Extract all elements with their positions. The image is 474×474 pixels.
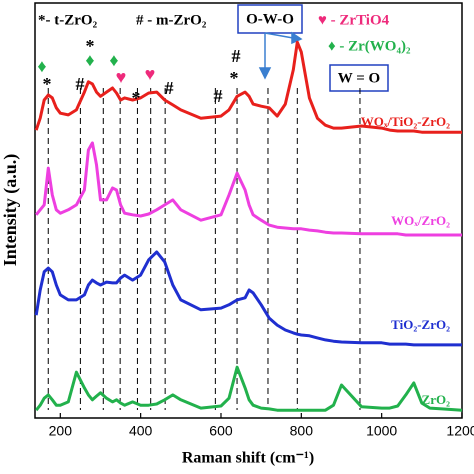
peak-marker: #	[165, 78, 174, 98]
x-tick-label: 1000	[366, 423, 397, 439]
x-axis-title: Raman shift (cm⁻¹)	[182, 450, 314, 467]
series-line	[34, 250, 462, 347]
annotation: *- t-ZrO₂	[38, 12, 98, 28]
series-line	[35, 365, 463, 412]
x-tick-label: 600	[209, 423, 233, 439]
series-line	[35, 141, 462, 237]
series-label: WOₓ/ZrO₂	[391, 213, 450, 228]
x-tick-label: 200	[49, 423, 73, 439]
peak-marker: ♦	[85, 50, 94, 70]
arrows	[258, 31, 303, 80]
annotation: O-W-O	[246, 11, 294, 27]
annotation: # - m-ZrO₂	[136, 12, 207, 28]
peak-marker: *	[132, 88, 141, 108]
peak-marker: ♦	[37, 56, 46, 76]
x-tick-label: 400	[129, 423, 153, 439]
annotation-box	[237, 4, 303, 34]
peak-marker: #	[76, 74, 85, 94]
annotation: ♥ - ZrTiO4	[318, 12, 390, 28]
plot-frame	[34, 2, 463, 419]
series-label: ZrO₂	[422, 392, 451, 407]
annotation: W = O	[338, 70, 380, 86]
peak-marker: #	[214, 86, 223, 106]
peak-marker: ♥	[116, 67, 127, 87]
series-label: TiO₂-ZrO₂	[391, 317, 450, 332]
x-tick-label: 800	[290, 423, 314, 439]
annotation-box	[329, 64, 389, 92]
y-axis-title: Intensity (a.u.)	[0, 154, 21, 267]
peak-marker: #	[232, 46, 241, 66]
peak-marker: *	[230, 68, 239, 88]
x-tick-label: 1200	[446, 423, 474, 439]
peak-marker: *	[43, 74, 52, 94]
series-label: WOₓ/TiO₂-ZrO₂	[361, 114, 450, 129]
series-line	[34, 40, 462, 134]
annotation: ♦ - Zr(WO₄)₂	[328, 38, 411, 54]
peak-marker: ♦	[109, 50, 118, 70]
peak-marker: ♥	[145, 64, 156, 84]
peak-marker: *	[86, 36, 95, 56]
